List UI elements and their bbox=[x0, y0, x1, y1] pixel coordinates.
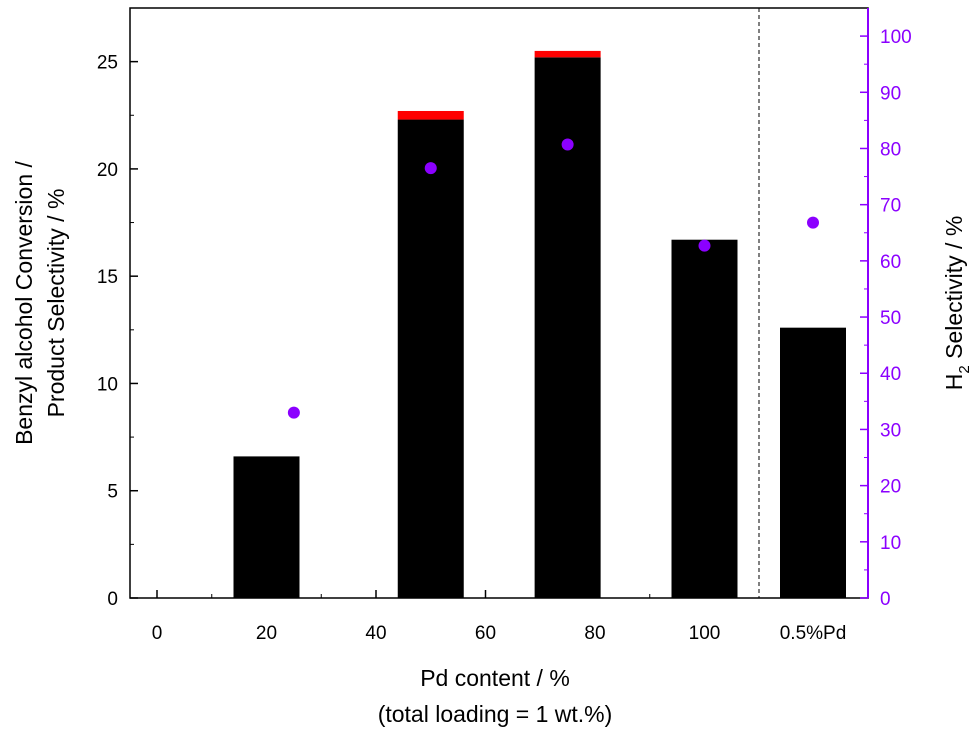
x-tick-label: 0.5%Pd bbox=[780, 623, 847, 644]
bar bbox=[671, 239, 738, 598]
y-tick-label: 15 bbox=[97, 267, 118, 288]
y-axis-title-line2: Product Selectivity / % bbox=[43, 189, 69, 418]
y2-tick-label: 50 bbox=[880, 308, 901, 329]
y2-axis-title-sub: 2 bbox=[956, 365, 973, 373]
x-axis: 0 20 40 60 80 100 0.5%Pd bbox=[152, 590, 847, 644]
bar-top-segment bbox=[534, 50, 601, 58]
bar bbox=[780, 327, 846, 598]
y2-axis-title: H2 Selectivity / % bbox=[941, 216, 973, 391]
y2-tick-label: 0 bbox=[880, 589, 891, 610]
data-point bbox=[561, 138, 574, 151]
bar bbox=[397, 119, 464, 599]
right-y-axis: 0 10 20 30 40 50 60 70 80 90 100 bbox=[860, 8, 912, 610]
y2-tick-label: 30 bbox=[880, 420, 901, 441]
y2-tick-label: 90 bbox=[880, 83, 901, 104]
x-axis-title-line2: (total loading = 1 wt.%) bbox=[378, 701, 613, 727]
h2-selectivity-series bbox=[287, 138, 819, 419]
y2-tick-label: 100 bbox=[880, 27, 912, 48]
y2-tick-label: 80 bbox=[880, 139, 901, 160]
y-tick-label: 25 bbox=[97, 53, 118, 74]
data-point bbox=[287, 406, 300, 419]
x-tick-label: 60 bbox=[475, 623, 496, 644]
bar-top-segment bbox=[397, 110, 464, 120]
data-point bbox=[424, 162, 437, 175]
x-tick-label: 80 bbox=[584, 623, 605, 644]
data-point bbox=[698, 239, 711, 252]
y2-tick-label: 70 bbox=[880, 196, 901, 217]
y2-tick-label: 20 bbox=[880, 477, 901, 498]
y2-tick-label: 40 bbox=[880, 364, 901, 385]
y-axis-title-line1: Benzyl alcohol Conversion / bbox=[11, 160, 37, 444]
y-tick-label: 10 bbox=[97, 374, 118, 395]
x-tick-label: 0 bbox=[152, 623, 163, 644]
y-tick-label: 0 bbox=[107, 589, 118, 610]
x-tick-label: 100 bbox=[689, 623, 721, 644]
y-tick-label: 20 bbox=[97, 160, 118, 181]
bar bbox=[534, 57, 601, 598]
bar bbox=[233, 456, 300, 598]
y2-axis-title-rest: Selectivity / % bbox=[941, 216, 967, 366]
left-y-axis: 0 5 10 15 20 25 bbox=[97, 53, 138, 610]
y2-axis-title-h: H bbox=[941, 374, 967, 391]
y-tick-label: 5 bbox=[107, 482, 118, 503]
bar-series bbox=[233, 50, 846, 599]
data-point bbox=[807, 216, 819, 229]
y2-tick-label: 60 bbox=[880, 252, 901, 273]
x-tick-label: 20 bbox=[256, 623, 277, 644]
x-tick-label: 40 bbox=[365, 623, 386, 644]
x-axis-title-line1: Pd content / % bbox=[420, 665, 570, 691]
y2-tick-label: 10 bbox=[880, 533, 901, 554]
